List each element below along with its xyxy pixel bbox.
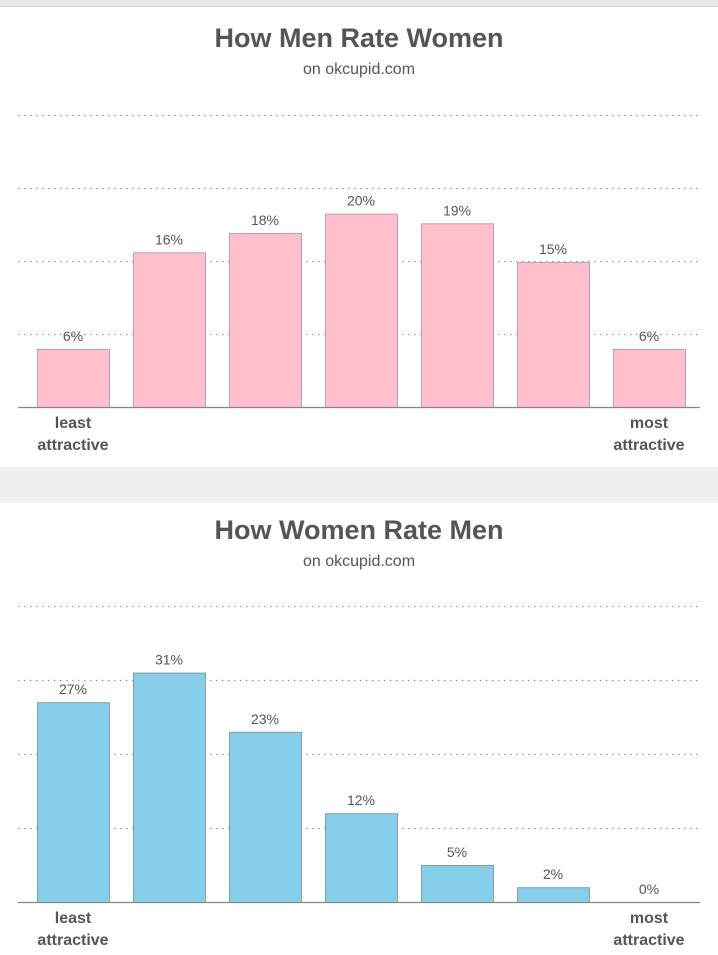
bar-5	[421, 223, 494, 408]
bar-7	[613, 349, 686, 408]
bar-2	[133, 252, 206, 408]
data-label-4: 12%	[347, 792, 375, 808]
chart-title: How Men Rate Women	[214, 23, 504, 53]
data-label-1: 27%	[59, 681, 87, 697]
bar-chart-women-rate-men: 27% 31% 23% 12% 5% 2% 0% least attractive most att…	[18, 605, 700, 949]
data-label-2: 31%	[155, 652, 183, 668]
top-bar	[0, 0, 718, 7]
data-label-3: 23%	[251, 711, 279, 727]
axis-label-least-attractive: least attractive	[37, 910, 108, 949]
chart-title: How Women Rate Men	[214, 515, 504, 545]
data-label-1: 6%	[63, 328, 83, 344]
data-label-4: 20%	[347, 193, 375, 209]
chart-panel-men-rate-women: How Men Rate Women on okcupid.com 6% 16% 1…	[0, 7, 718, 467]
bar-chart-men-rate-women: 6% 16% 18% 20% 19% 15% 6% least attractive most at…	[18, 114, 700, 454]
chart-panel-women-rate-men: How Women Rate Men on okcupid.com 27% 31%…	[0, 503, 718, 955]
bars	[37, 672, 590, 904]
data-label-5: 19%	[443, 202, 471, 218]
bar-6	[517, 887, 590, 904]
bar-1	[37, 349, 110, 408]
bar-4	[325, 213, 398, 408]
axis-label-most-attractive: most attractive	[613, 415, 684, 454]
chart-subtitle: on okcupid.com	[302, 61, 416, 78]
axis-label-most-attractive: most attractive	[613, 910, 684, 949]
bar-2	[133, 672, 206, 903]
data-label-7: 6%	[639, 328, 659, 344]
data-label-3: 18%	[251, 212, 279, 228]
data-label-6: 15%	[539, 241, 567, 257]
bar-1	[37, 702, 110, 903]
data-label-6: 2%	[543, 866, 563, 882]
bar-4	[325, 813, 398, 904]
data-label-7: 0%	[639, 881, 659, 897]
bar-5	[421, 865, 494, 903]
chart-subtitle: on okcupid.com	[302, 553, 416, 570]
data-label-2: 16%	[155, 231, 183, 247]
data-label-5: 5%	[447, 844, 467, 860]
bar-6	[517, 262, 590, 408]
panel-separator	[0, 467, 718, 503]
bar-3	[229, 233, 302, 408]
bars	[37, 213, 686, 408]
bar-3	[229, 731, 302, 903]
axis-label-least-attractive: least attractive	[37, 415, 108, 454]
